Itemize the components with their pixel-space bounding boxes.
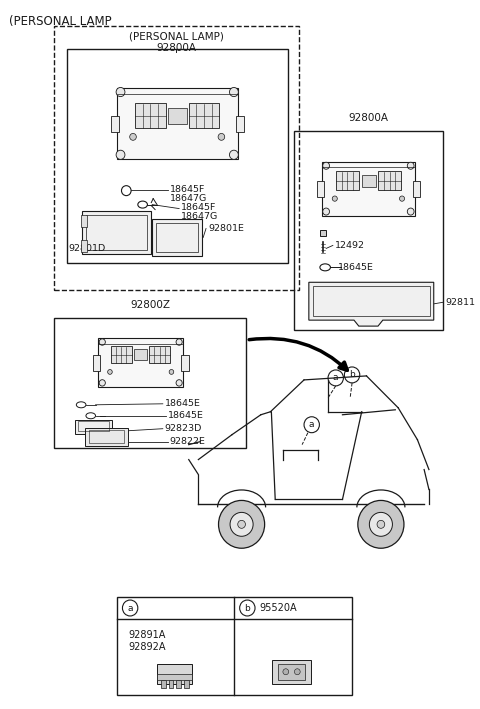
Bar xyxy=(361,174,376,186)
Bar xyxy=(336,171,359,189)
Bar xyxy=(78,420,109,430)
Circle shape xyxy=(323,162,329,169)
Text: a: a xyxy=(127,603,133,613)
Circle shape xyxy=(323,208,329,215)
Circle shape xyxy=(399,196,405,201)
Text: 18645F: 18645F xyxy=(169,185,205,194)
Bar xyxy=(149,346,170,363)
Text: 92800A: 92800A xyxy=(156,43,196,53)
Bar xyxy=(378,171,401,189)
Bar xyxy=(316,181,324,196)
Circle shape xyxy=(130,133,136,140)
Bar xyxy=(134,349,147,360)
Bar xyxy=(81,240,87,252)
Bar xyxy=(413,181,420,196)
Polygon shape xyxy=(309,282,434,326)
Bar xyxy=(176,680,181,688)
Circle shape xyxy=(218,501,264,548)
Bar xyxy=(67,49,288,263)
Bar xyxy=(168,108,187,124)
Text: 18647G: 18647G xyxy=(169,194,207,203)
Circle shape xyxy=(169,369,174,374)
Circle shape xyxy=(408,162,414,169)
Bar xyxy=(54,26,299,290)
Text: (PERSONAL LAMP: (PERSONAL LAMP xyxy=(9,16,112,28)
Circle shape xyxy=(283,669,288,675)
Circle shape xyxy=(408,208,414,215)
Text: 92801D: 92801D xyxy=(69,244,106,253)
Circle shape xyxy=(218,133,225,140)
Bar xyxy=(320,230,326,237)
Circle shape xyxy=(370,513,393,536)
Circle shape xyxy=(116,87,125,96)
Text: 95520A: 95520A xyxy=(260,603,298,613)
Text: 18647G: 18647G xyxy=(181,212,218,221)
Circle shape xyxy=(116,150,125,160)
Text: 92823D: 92823D xyxy=(165,424,202,433)
Text: 92891A: 92891A xyxy=(128,630,166,640)
Text: 92800A: 92800A xyxy=(348,113,388,123)
Polygon shape xyxy=(82,211,151,255)
Bar xyxy=(111,116,119,132)
Text: a: a xyxy=(309,420,314,429)
Circle shape xyxy=(176,380,182,386)
Text: 92800Z: 92800Z xyxy=(130,300,170,310)
Circle shape xyxy=(294,669,300,675)
Circle shape xyxy=(229,87,238,96)
Bar xyxy=(75,420,112,434)
Polygon shape xyxy=(152,218,202,257)
Text: 92892A: 92892A xyxy=(128,642,166,652)
Text: 18645F: 18645F xyxy=(181,203,216,212)
Text: 18645E: 18645E xyxy=(168,411,204,420)
Circle shape xyxy=(230,513,253,536)
Bar xyxy=(181,355,189,371)
Circle shape xyxy=(358,501,404,548)
Bar xyxy=(278,664,305,680)
Bar xyxy=(157,674,192,680)
Bar xyxy=(135,103,166,128)
Text: 18645E: 18645E xyxy=(165,399,201,408)
Bar xyxy=(168,680,173,688)
Circle shape xyxy=(238,520,245,528)
Circle shape xyxy=(176,339,182,345)
Bar xyxy=(81,215,87,226)
Text: 92811: 92811 xyxy=(445,298,475,307)
Bar xyxy=(89,430,124,442)
Circle shape xyxy=(377,520,385,528)
Text: a: a xyxy=(333,374,338,382)
Bar xyxy=(117,88,238,159)
Text: (PERSONAL LAMP): (PERSONAL LAMP) xyxy=(129,31,224,41)
Bar xyxy=(85,428,128,446)
Circle shape xyxy=(332,196,337,201)
Bar xyxy=(236,116,243,132)
Circle shape xyxy=(99,380,105,386)
Bar xyxy=(161,680,166,688)
Bar xyxy=(98,338,183,387)
Text: 12492: 12492 xyxy=(335,241,365,250)
Text: b: b xyxy=(349,370,355,379)
Bar xyxy=(272,660,311,683)
Text: 92801E: 92801E xyxy=(208,224,244,233)
Text: 92822E: 92822E xyxy=(169,437,205,446)
Bar xyxy=(294,131,444,330)
Bar xyxy=(111,346,132,363)
Bar xyxy=(189,103,219,128)
Circle shape xyxy=(108,369,112,374)
Bar xyxy=(54,318,246,447)
Text: b: b xyxy=(244,603,250,613)
Circle shape xyxy=(99,339,105,345)
Bar xyxy=(117,597,352,695)
Circle shape xyxy=(229,150,238,160)
Bar xyxy=(184,680,189,688)
Bar xyxy=(157,664,192,683)
Bar xyxy=(93,355,100,371)
Bar xyxy=(322,162,415,216)
Text: 18645E: 18645E xyxy=(337,263,373,272)
